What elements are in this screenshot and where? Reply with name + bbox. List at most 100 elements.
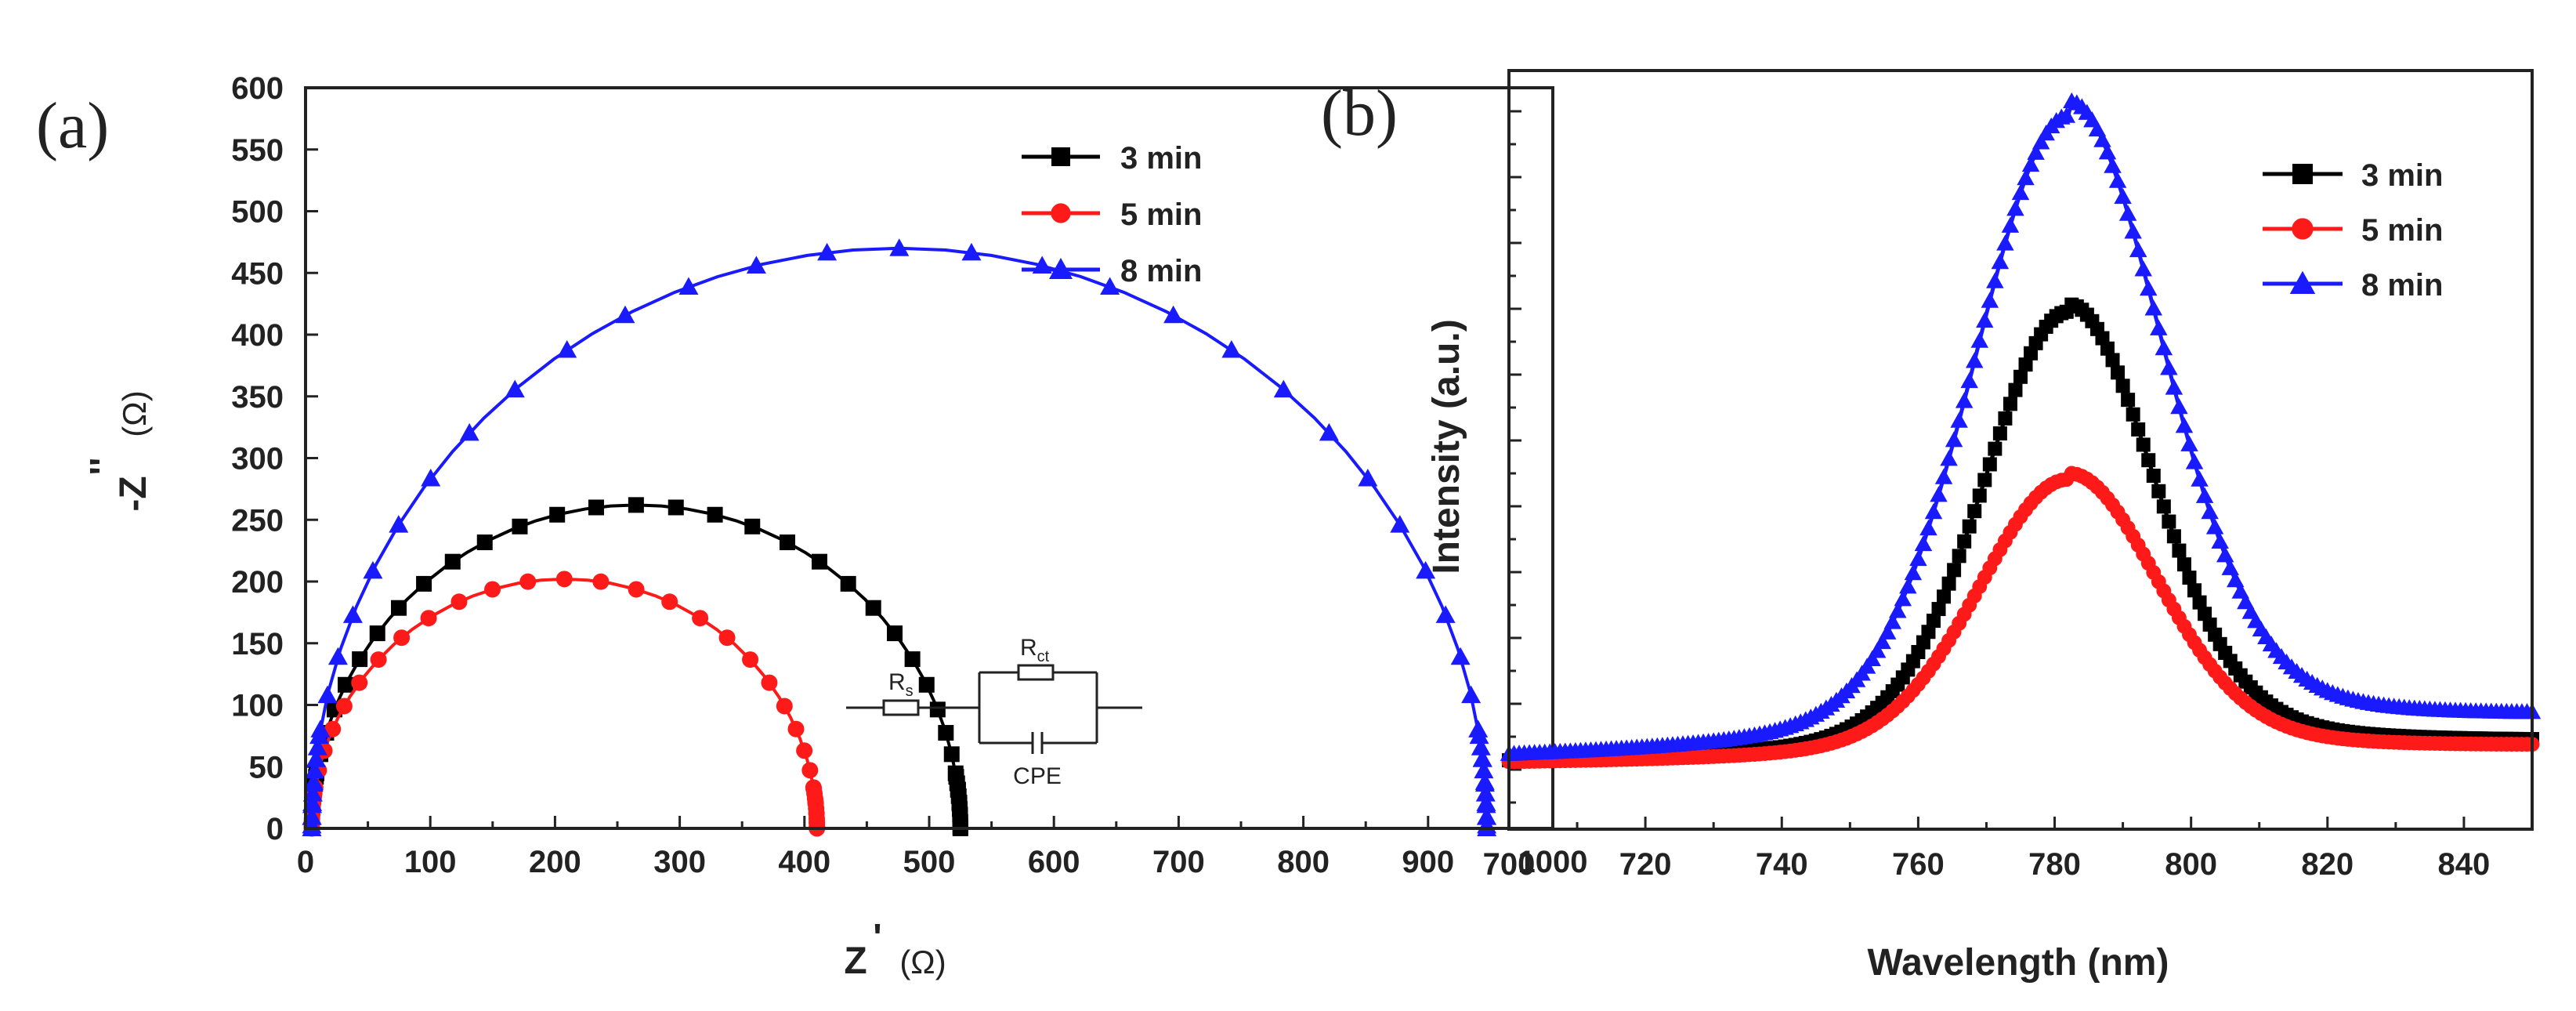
- panel-a-xlabel: Z ' (Ω): [844, 917, 946, 982]
- data-point: [337, 676, 353, 693]
- data-point: [1941, 576, 1956, 591]
- panel-a-ytick-label: 150: [231, 627, 284, 661]
- data-point: [1471, 737, 1491, 756]
- data-point: [961, 242, 982, 261]
- circuit-rct-main: R: [1020, 635, 1037, 661]
- data-point: [2227, 571, 2245, 588]
- data-point: [692, 610, 709, 627]
- data-point: [1981, 292, 1999, 308]
- data-point: [2160, 359, 2178, 375]
- legend-marker: [2292, 218, 2314, 240]
- data-point: [2124, 223, 2142, 239]
- legend-marker: [2292, 164, 2313, 184]
- data-point: [2115, 379, 2130, 393]
- legend-item-5-min: 5 min: [1022, 197, 1202, 232]
- panel-a-ytick-label: 500: [231, 195, 284, 230]
- panel-b-frame: [1507, 69, 2534, 831]
- data-point: [2175, 417, 2194, 433]
- circuit-rct-resistor: [1017, 664, 1055, 681]
- data-point: [370, 651, 387, 669]
- data-point: [2001, 216, 2020, 233]
- panel-a-xtick-label: 700: [1152, 845, 1205, 879]
- panel-a-ytick-label: 550: [231, 133, 284, 168]
- data-point: [444, 553, 461, 570]
- data-point: [904, 651, 921, 668]
- circuit-rs-label: Rs: [888, 669, 914, 700]
- data-point: [2027, 143, 2045, 160]
- data-point: [2131, 422, 2146, 437]
- panel-a-xtick-label: 300: [653, 845, 706, 879]
- data-point: [389, 515, 409, 533]
- data-point: [1894, 590, 1912, 607]
- data-point: [305, 760, 325, 779]
- panel-b-xtick-label: 720: [1619, 847, 1672, 882]
- data-point: [2166, 529, 2181, 544]
- data-point: [588, 499, 604, 516]
- panel-a-ytick-label: 400: [231, 318, 284, 353]
- panel-b-xtick-label: 840: [2438, 847, 2491, 882]
- panel-b-xtick-label: 700: [1483, 847, 1536, 882]
- data-point: [889, 238, 910, 256]
- panel-a-xtick-label: 500: [903, 845, 956, 879]
- data-point: [2134, 260, 2152, 277]
- data-point: [2144, 299, 2163, 316]
- panel-a-xtick-label: 600: [1028, 845, 1080, 879]
- data-point: [1992, 426, 2007, 441]
- data-point: [1986, 272, 2004, 288]
- panel-a-xlabel-unit: (Ω): [899, 944, 946, 980]
- panel-b-xtick-label: 780: [2028, 847, 2081, 882]
- data-point: [391, 600, 407, 616]
- data-point: [2170, 397, 2188, 415]
- data-point: [2129, 241, 2147, 258]
- circuit-rct-sub: ct: [1037, 648, 1050, 665]
- panel-a-label: (a): [36, 89, 109, 162]
- data-point: [1945, 431, 1963, 448]
- data-point: [351, 674, 368, 691]
- panel-a: (a) 0 100 200 300 400 500 600 700 800 900 1000 0 50 1…: [36, 71, 1587, 982]
- data-point: [2031, 133, 2050, 150]
- data-point: [2201, 502, 2219, 520]
- data-point: [1474, 760, 1494, 779]
- series-line-3-min: [309, 503, 962, 829]
- data-point: [1921, 625, 1936, 640]
- data-point: [369, 625, 385, 642]
- data-point: [1998, 411, 2013, 426]
- data-point: [1991, 253, 2010, 270]
- data-point: [811, 553, 827, 570]
- data-point: [1476, 795, 1496, 814]
- data-point: [302, 784, 323, 802]
- data-point: [335, 698, 353, 715]
- data-point: [512, 518, 528, 534]
- data-point: [2155, 339, 2173, 356]
- panel-b-ticks: 700 720 740 760 780 800 820 840: [1483, 110, 2491, 882]
- data-point: [1100, 277, 1120, 295]
- data-point: [309, 726, 330, 745]
- panel-b-xtick-label: 800: [2165, 847, 2217, 882]
- data-point: [352, 651, 368, 668]
- data-point: [1899, 578, 1917, 594]
- data-point: [2180, 435, 2198, 451]
- data-point: [2211, 532, 2229, 549]
- data-point: [306, 748, 326, 767]
- data-point: [363, 560, 383, 579]
- panel-b-xtick-label: 740: [1756, 847, 1808, 882]
- data-point: [1977, 473, 1992, 487]
- data-point: [801, 762, 819, 779]
- panel-a-ytick-label: 600: [231, 71, 284, 106]
- data-point: [1955, 392, 1974, 408]
- legend-marker: [2289, 270, 2316, 294]
- panel-a-ylabel-unit: (Ω): [116, 390, 153, 437]
- panel-a-xtick-label: 200: [529, 845, 581, 879]
- data-point: [742, 651, 759, 669]
- data-point: [1950, 411, 1968, 428]
- legend-item-5-min: 5 min: [2263, 213, 2443, 248]
- data-point: [2093, 131, 2111, 147]
- data-point: [1461, 685, 1482, 704]
- data-point: [2017, 169, 2035, 186]
- data-point: [918, 676, 935, 693]
- data-point: [718, 629, 736, 647]
- data-point: [1475, 784, 1496, 802]
- data-point: [2100, 341, 2115, 356]
- data-point: [1472, 748, 1492, 767]
